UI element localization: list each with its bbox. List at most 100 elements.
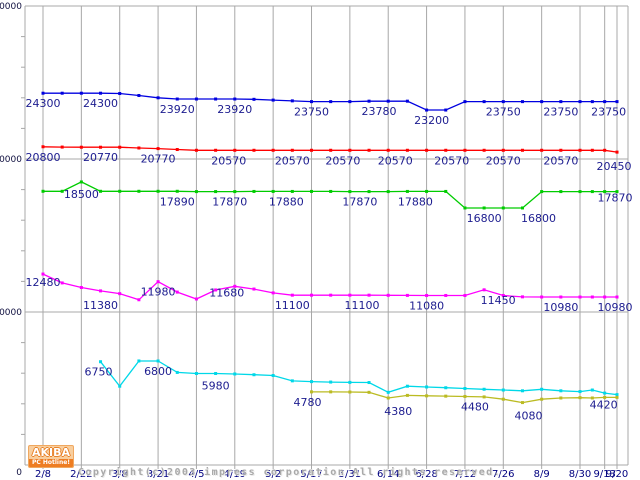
series-blue-value-label: 23200 [414, 114, 449, 127]
series-red-marker [214, 148, 218, 152]
series-olive-marker [520, 401, 524, 405]
series-green-marker [501, 206, 505, 210]
x-axis-date-label: 9/20 [606, 469, 628, 480]
x-axis-date-label: 4/5 [188, 469, 204, 480]
series-magenta-marker [578, 295, 582, 299]
series-blue-marker [79, 91, 83, 95]
series-cyan-value-label: 6750 [85, 366, 113, 379]
logo-title: AKIBA [31, 446, 71, 459]
series-green-marker [559, 190, 563, 194]
series-red-marker [405, 148, 409, 152]
series-green-value-label: 16800 [521, 212, 556, 225]
series-magenta-marker [310, 293, 314, 297]
series-blue-marker [118, 92, 122, 96]
series-blue-marker [444, 108, 448, 112]
series-blue-marker [590, 100, 594, 104]
series-red-marker [590, 148, 594, 152]
series-magenta-marker [329, 293, 333, 297]
series-magenta-marker [156, 280, 160, 284]
series-blue-marker [137, 94, 141, 98]
series-blue-value-label: 23750 [591, 106, 626, 119]
akiba-pc-hotline-logo[interactable]: AKIBA PC Hotline! [28, 445, 74, 468]
series-olive-marker [348, 390, 352, 394]
series-blue-marker [559, 100, 563, 104]
series-blue-marker [482, 100, 486, 104]
series-cyan-marker [520, 389, 524, 393]
series-red-line [42, 146, 618, 153]
copyright-line1: Copyright(c)2003 impress corporation All… [78, 467, 501, 478]
x-axis-date-label: 8/30 [569, 469, 591, 480]
series-cyan-marker [444, 386, 448, 390]
series-red-marker [252, 148, 256, 152]
series-cyan-value-label: 6800 [144, 365, 172, 378]
series-red-value-label: 20570 [543, 154, 578, 167]
series-blue-marker [578, 100, 582, 104]
series-magenta-marker [175, 290, 179, 294]
series-green-marker [603, 190, 607, 194]
series-red-marker [425, 148, 429, 152]
series-magenta-marker [540, 295, 544, 299]
series-magenta-marker [194, 297, 198, 301]
series-green-marker [214, 190, 218, 194]
series-green-marker [348, 190, 352, 194]
series-cyan-marker [386, 390, 390, 394]
series-red-value-label: 20800 [26, 151, 61, 164]
series-red-marker [444, 148, 448, 152]
series-magenta-marker [367, 293, 371, 297]
series-cyan-marker [156, 359, 160, 363]
series-green-marker [194, 190, 198, 194]
series-cyan-line [99, 360, 618, 396]
series-cyan-marker [590, 388, 594, 392]
series-blue-value-label: 23750 [486, 106, 521, 119]
logo-subtitle: PC Hotline! [29, 459, 73, 467]
series-red-value-label: 20570 [486, 154, 521, 167]
x-axis-date-label: 7/12 [454, 469, 476, 480]
series-green-marker [137, 189, 141, 193]
series-blue-marker [60, 91, 64, 95]
series-green-marker [290, 189, 294, 193]
series-green-marker [233, 190, 237, 194]
series-blue-marker [501, 100, 505, 104]
series-green-marker [463, 206, 467, 210]
series-cyan-marker [194, 372, 198, 376]
series-green-marker [386, 190, 390, 194]
series-cyan-marker [271, 373, 275, 377]
series-red-marker [175, 148, 179, 152]
series-magenta-value-label: 11080 [409, 299, 444, 312]
series-red-value-label: 20570 [211, 154, 246, 167]
series-magenta-marker [603, 295, 607, 299]
series-magenta-marker [252, 287, 256, 291]
series-cyan-marker [603, 391, 607, 395]
y-axis-label: 0 [16, 468, 22, 478]
copyright-block: Copyright(c)2003 impress corporation All… [78, 443, 501, 480]
series-magenta-value-label: 11100 [345, 299, 380, 312]
series-magenta-value-label: 12480 [26, 276, 61, 289]
series-green-marker [252, 189, 256, 193]
series-magenta-marker [348, 293, 352, 297]
series-red-value-label: 20570 [434, 154, 469, 167]
series-red-marker [118, 145, 122, 149]
series-blue-value-label: 24300 [26, 97, 61, 110]
series-magenta-value-label: 11980 [141, 286, 176, 299]
series-cyan-marker [99, 360, 103, 364]
series-green-marker [118, 189, 122, 193]
series-olive-value-label: 4420 [590, 398, 618, 411]
series-blue-marker [271, 98, 275, 102]
series-magenta-value-label: 11380 [83, 299, 118, 312]
series-green-marker [60, 189, 64, 193]
series-blue-value-label: 23750 [543, 106, 578, 119]
series-magenta-marker [501, 293, 505, 297]
series-cyan-marker [252, 373, 256, 377]
series-olive-marker [463, 394, 467, 398]
x-axis-date-label: 3/21 [147, 469, 169, 480]
series-green-marker [175, 189, 179, 193]
series-magenta-marker [271, 291, 275, 295]
series-green-value-label: 17870 [212, 196, 247, 209]
series-olive-value-label: 4080 [514, 410, 542, 423]
series-red-marker [615, 150, 619, 154]
y-axis-label: 10000 [0, 308, 22, 318]
x-axis-date-label: 6/14 [377, 469, 399, 480]
series-olive-marker [482, 395, 486, 399]
series-red-marker [501, 148, 505, 152]
